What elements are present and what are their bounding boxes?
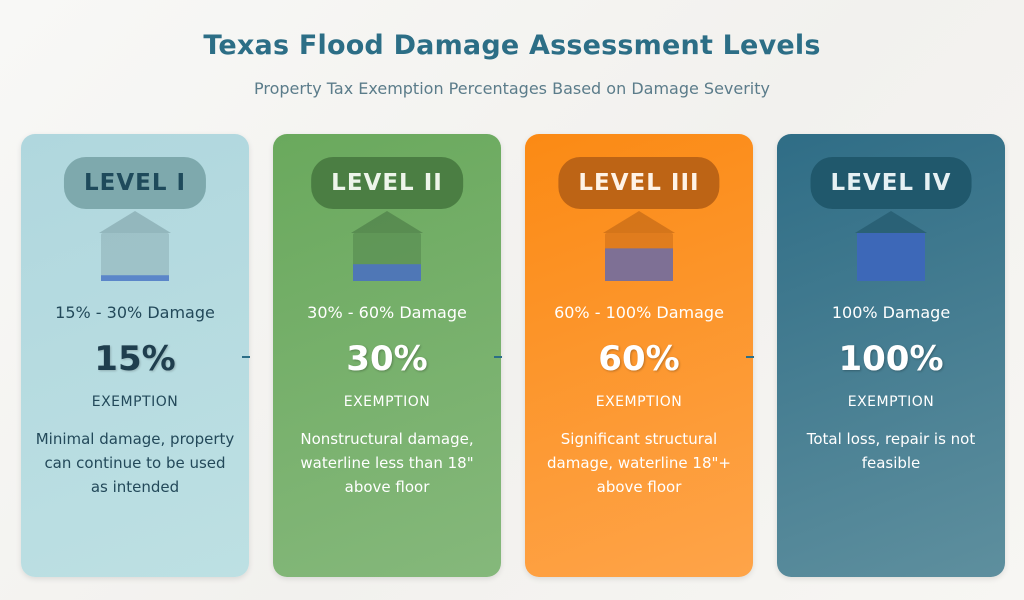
connector-line (494, 356, 502, 358)
exemption-label: EXEMPTION (91, 394, 179, 410)
level-description: Minimal damage, property can continue to… (35, 430, 235, 496)
level-description: Total loss, repair is not feasible (806, 430, 976, 472)
level-description: Significant structural damage, waterline… (547, 430, 731, 496)
damage-range: 30% - 60% Damage (307, 303, 467, 322)
damage-range: 100% Damage (831, 303, 951, 322)
level-description: Nonstructural damage, waterline less tha… (300, 430, 474, 496)
level-badge: LEVEL I (63, 157, 207, 209)
level-card-3: LEVEL III 60% - 100% Damage 60% EXEMPTIO… (525, 134, 753, 577)
level-badge: LEVEL II (311, 157, 463, 209)
flooded-house-icon (855, 211, 927, 281)
flooded-house-icon (603, 211, 675, 281)
level-badge: LEVEL III (558, 157, 720, 209)
level-badge: LEVEL IV (810, 157, 972, 209)
level-card-2: LEVEL II 30% - 60% Damage 30% EXEMPTION … (273, 134, 501, 577)
level-card-1: LEVEL I 15% - 30% Damage 15% EXEMPTION M… (21, 134, 249, 577)
page-title: Texas Flood Damage Assessment Levels (203, 30, 821, 61)
level-card-4: LEVEL IV 100% Damage 100% EXEMPTION Tota… (777, 134, 1005, 577)
page-subtitle: Property Tax Exemption Percentages Based… (253, 79, 770, 98)
exemption-percent: 100% (838, 339, 944, 379)
exemption-label: EXEMPTION (847, 394, 935, 410)
connector-line (746, 356, 754, 358)
exemption-percent: 60% (598, 339, 680, 379)
exemption-label: EXEMPTION (343, 394, 431, 410)
flooded-house-icon (351, 211, 423, 281)
connector-line (242, 356, 250, 358)
exemption-label: EXEMPTION (595, 394, 683, 410)
exemption-percent: 15% (94, 339, 176, 379)
damage-range: 15% - 30% Damage (55, 303, 215, 322)
flooded-house-icon (99, 211, 171, 281)
damage-range: 60% - 100% Damage (554, 303, 724, 322)
exemption-percent: 30% (346, 339, 428, 379)
